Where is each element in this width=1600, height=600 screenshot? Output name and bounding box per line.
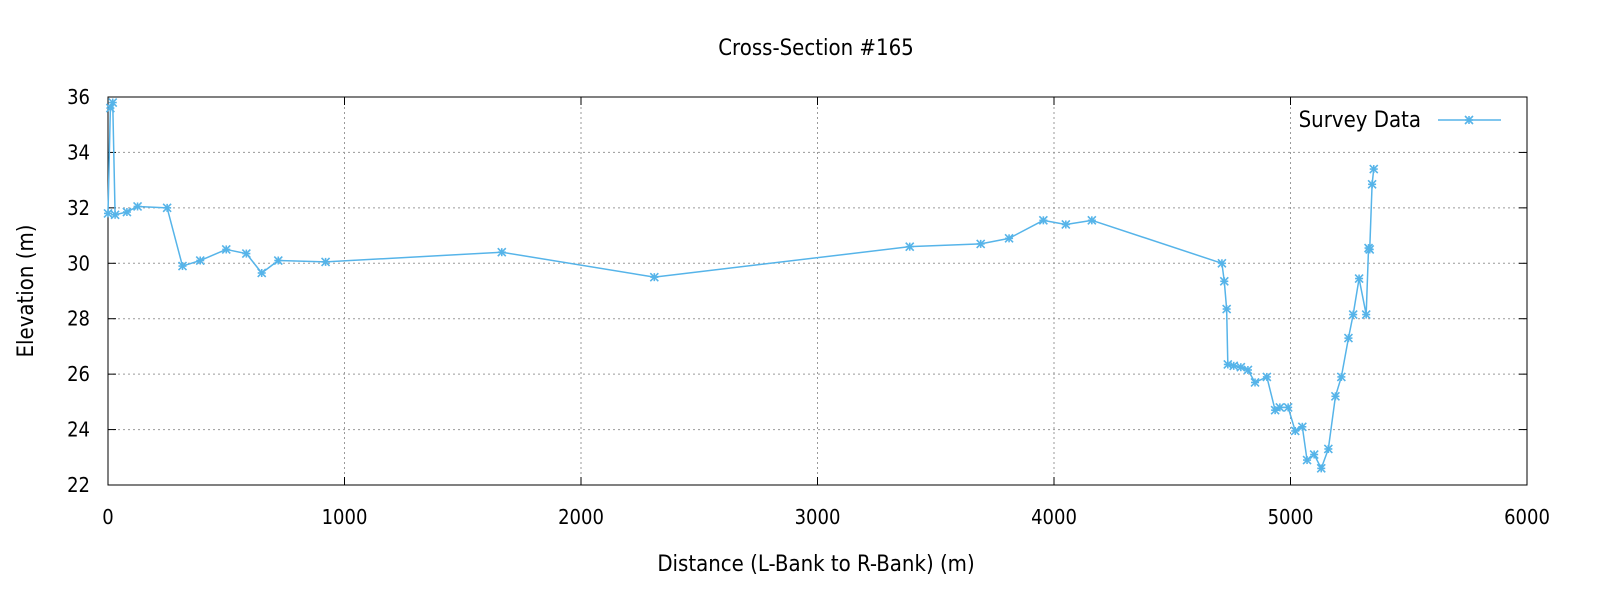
series-line	[107, 101, 1375, 470]
data-point	[1369, 164, 1379, 174]
data-point	[177, 261, 188, 271]
legend-marker-symbol	[1464, 115, 1474, 125]
data-point	[1217, 258, 1227, 268]
legend-label-survey-data: Survey Data	[1299, 108, 1421, 133]
legend-marker	[1464, 115, 1474, 125]
data-point	[257, 268, 267, 278]
data-point	[649, 272, 659, 282]
data-point	[132, 201, 143, 212]
data-point	[162, 203, 172, 213]
data-point	[273, 255, 283, 266]
data-point	[108, 97, 118, 108]
data-point	[1323, 444, 1333, 454]
data-point	[221, 244, 231, 254]
x-axis-label: Distance (L-Bank to R-Bank) (m)	[657, 552, 974, 577]
data-point	[1243, 365, 1253, 375]
data-point	[195, 255, 205, 266]
data-point	[497, 247, 507, 257]
data-point	[1367, 179, 1377, 189]
chart-title: Cross-Section #165	[718, 36, 914, 61]
data-point	[1348, 309, 1358, 320]
data-point	[122, 207, 132, 217]
x-tick-label: 1000	[322, 505, 368, 529]
data-point	[1297, 422, 1307, 432]
x-tick-label: 0	[102, 505, 113, 529]
series-survey-data	[103, 97, 1379, 473]
grid-lines	[108, 97, 1527, 485]
x-tick-label: 4000	[1031, 505, 1077, 529]
data-point	[110, 210, 120, 220]
data-point	[1354, 273, 1364, 284]
data-point	[103, 208, 113, 218]
data-point	[241, 249, 251, 259]
x-tick-label: 5000	[1268, 505, 1314, 529]
data-point	[1061, 219, 1071, 230]
data-point	[1302, 455, 1312, 465]
data-point	[1343, 333, 1354, 343]
y-tick-label: 32	[67, 196, 90, 220]
plot-frame	[107, 96, 1528, 486]
data-point	[1236, 362, 1246, 372]
y-axis-label: Elevation (m)	[14, 225, 39, 358]
data-point	[321, 257, 331, 267]
data-point	[1262, 372, 1272, 382]
data-point	[1250, 377, 1260, 388]
x-tick-label: 2000	[558, 505, 604, 529]
y-tick-label: 30	[67, 251, 90, 275]
legend: Survey Data	[1299, 108, 1501, 133]
y-tick-label: 24	[67, 418, 90, 442]
axis-ticks: 0 1000 2000 3000 4000 5000 6000 22 24 26 28 30 32 34 3…	[67, 85, 1550, 529]
x-tick-label: 3000	[795, 505, 841, 529]
y-tick-label: 22	[67, 473, 90, 497]
data-point	[976, 239, 986, 249]
data-point	[1283, 402, 1293, 412]
y-tick-label: 36	[67, 85, 90, 109]
x-tick-label: 6000	[1504, 505, 1550, 529]
data-point	[1316, 463, 1326, 473]
y-tick-label: 26	[67, 362, 90, 386]
data-point	[1309, 449, 1319, 460]
data-point	[1229, 361, 1239, 371]
data-point	[1004, 233, 1014, 243]
data-point	[1290, 426, 1300, 436]
data-point	[1038, 215, 1048, 225]
y-tick-label: 28	[67, 307, 90, 331]
data-point	[1330, 391, 1341, 401]
data-point	[1222, 304, 1232, 314]
data-point	[1361, 309, 1371, 320]
data-point	[1365, 244, 1375, 254]
data-point	[1336, 372, 1346, 382]
data-point	[905, 242, 915, 252]
y-tick-label: 34	[67, 140, 90, 164]
data-point	[1087, 215, 1097, 225]
data-point	[1219, 276, 1229, 286]
data-point	[1275, 402, 1285, 412]
